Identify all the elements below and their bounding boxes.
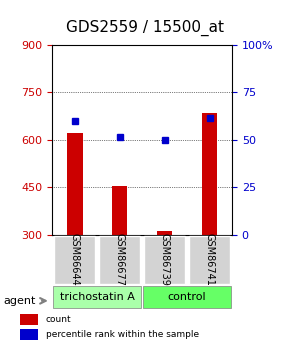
Bar <box>112 186 128 235</box>
FancyBboxPatch shape <box>143 286 231 308</box>
Bar <box>20 329 38 340</box>
FancyBboxPatch shape <box>53 286 141 308</box>
Text: agent: agent <box>3 296 35 306</box>
Text: count: count <box>46 315 71 324</box>
Bar <box>157 231 173 235</box>
Text: control: control <box>168 292 206 302</box>
Bar <box>202 113 218 235</box>
FancyBboxPatch shape <box>189 236 230 284</box>
Text: GSM86741: GSM86741 <box>204 233 215 286</box>
Text: percentile rank within the sample: percentile rank within the sample <box>46 330 199 339</box>
FancyBboxPatch shape <box>144 236 185 284</box>
Text: GSM86677: GSM86677 <box>115 233 125 286</box>
Bar <box>67 134 83 235</box>
Text: trichostatin A: trichostatin A <box>60 292 135 302</box>
FancyBboxPatch shape <box>54 236 95 284</box>
Text: GSM86739: GSM86739 <box>160 233 170 286</box>
Text: GSM86644: GSM86644 <box>70 233 80 286</box>
Bar <box>20 314 38 325</box>
FancyBboxPatch shape <box>99 236 140 284</box>
Text: GDS2559 / 15500_at: GDS2559 / 15500_at <box>66 20 224 36</box>
